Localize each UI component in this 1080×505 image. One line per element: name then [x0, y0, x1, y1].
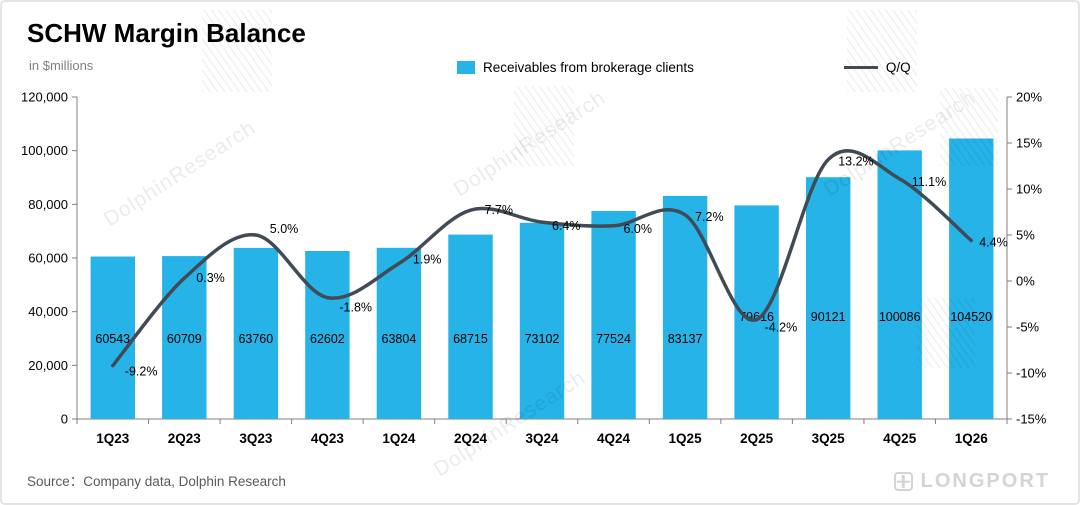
longport-brand-text: LONGPORT: [920, 470, 1050, 492]
y-axis-right-tick-label: 5%: [1016, 228, 1035, 243]
chart-subtitle: in $millions: [29, 58, 94, 73]
line-point-label: 5.0%: [270, 222, 299, 236]
line-point-label: 13.2%: [838, 155, 873, 169]
line-point-label: 7.2%: [695, 210, 724, 224]
line-point-label: 6.0%: [624, 222, 653, 236]
bar-receivables: [305, 251, 350, 419]
bar-receivables: [162, 256, 207, 419]
legend-bar-swatch: [457, 61, 475, 74]
y-axis-right-tick-label: 0%: [1016, 274, 1035, 289]
bar-receivables: [233, 247, 279, 419]
legend-item-receivables: Receivables from brokerage clients: [457, 60, 694, 75]
bar-value-label: 60709: [167, 332, 202, 346]
y-axis-left-tick-label: 120,000: [21, 90, 68, 105]
legend-item-qq: Q/Q: [843, 60, 911, 75]
x-axis-label: 1Q25: [669, 431, 703, 446]
y-axis-left-tick-label: 80,000: [28, 197, 68, 212]
bar-value-label: 77524: [596, 332, 631, 346]
y-axis-left-tick-label: 40,000: [28, 304, 68, 319]
legend-line-swatch: [843, 65, 878, 70]
bar-value-label: 73102: [525, 332, 560, 346]
line-point-label: -4.2%: [765, 321, 798, 335]
x-axis-label: 2Q25: [740, 431, 774, 446]
longport-logo-icon: [893, 472, 913, 491]
bar-value-label: 83137: [668, 332, 703, 346]
line-point-label: 7.7%: [485, 203, 514, 217]
legend: Receivables from brokerage clients Q/Q: [457, 60, 911, 75]
x-axis-label: 2Q23: [168, 431, 202, 446]
line-point-label: 0.3%: [196, 271, 225, 285]
y-axis-right-tick-label: -15%: [1016, 412, 1047, 427]
bar-value-label: 63760: [238, 332, 273, 346]
y-axis-right-tick-label: 15%: [1016, 136, 1042, 151]
y-axis-left-tick-label: 100,000: [21, 143, 68, 158]
hatch-watermark: [202, 10, 272, 92]
bar-value-label: 62602: [310, 332, 345, 346]
x-axis-label: 4Q24: [597, 431, 631, 446]
x-axis-label: 4Q25: [883, 431, 917, 446]
bar-receivables: [806, 177, 851, 419]
y-axis-left-tick-label: 60,000: [28, 251, 68, 266]
bar-value-label: 68715: [453, 332, 488, 346]
bar-receivables: [376, 247, 422, 419]
source-note: Source：Company data, Dolphin Research: [27, 474, 286, 489]
bar-value-label: 60543: [95, 332, 130, 346]
line-point-label: 11.1%: [912, 175, 947, 189]
bar-value-label: 100086: [879, 310, 921, 324]
x-axis-label: 3Q23: [239, 431, 273, 446]
y-axis-left-tick-label: 0: [61, 412, 68, 427]
hatch-watermark: [514, 86, 574, 166]
x-axis-label: 1Q23: [96, 431, 130, 446]
y-axis-right-tick-label: -10%: [1016, 366, 1047, 381]
legend-line-label: Q/Q: [885, 60, 911, 75]
legend-bar-label: Receivables from brokerage clients: [483, 60, 694, 75]
hatch-watermark: [847, 10, 917, 92]
longport-watermark: LONGPORT: [893, 470, 1050, 493]
bar-value-label: 63804: [382, 332, 417, 346]
bar-receivables: [448, 234, 493, 419]
x-axis-label: 3Q24: [525, 431, 559, 446]
x-axis-label: 1Q24: [382, 431, 416, 446]
line-point-label: 6.4%: [552, 219, 581, 233]
bar-receivables: [519, 222, 565, 419]
bar-value-label: 104520: [950, 310, 992, 324]
line-point-label: 4.4%: [979, 236, 1008, 250]
y-axis-right-tick-label: 10%: [1016, 182, 1042, 197]
x-axis-label: 3Q25: [812, 431, 846, 446]
bar-receivables: [662, 195, 708, 419]
qq-line: [111, 149, 973, 368]
bar-receivables: [949, 138, 994, 419]
y-axis-right-tick-label: -5%: [1016, 320, 1040, 335]
y-axis-right-tick-label: 20%: [1016, 90, 1042, 105]
chart-title: SCHW Margin Balance: [27, 18, 306, 48]
bar-receivables: [877, 150, 922, 419]
hatch-watermark: [917, 298, 975, 368]
x-axis-label: 2Q24: [454, 431, 488, 446]
line-point-label: -9.2%: [125, 365, 158, 379]
y-axis-left-tick-label: 20,000: [28, 358, 68, 373]
bar-receivables: [591, 211, 636, 419]
bar-receivables: [90, 256, 135, 419]
hatch-watermark: [940, 88, 998, 166]
line-point-label: -1.8%: [339, 301, 372, 315]
bar-value-label: 90121: [811, 310, 846, 324]
line-point-label: 1.9%: [413, 253, 442, 267]
x-axis-label: 4Q23: [311, 431, 345, 446]
x-axis-label: 1Q26: [955, 431, 989, 446]
